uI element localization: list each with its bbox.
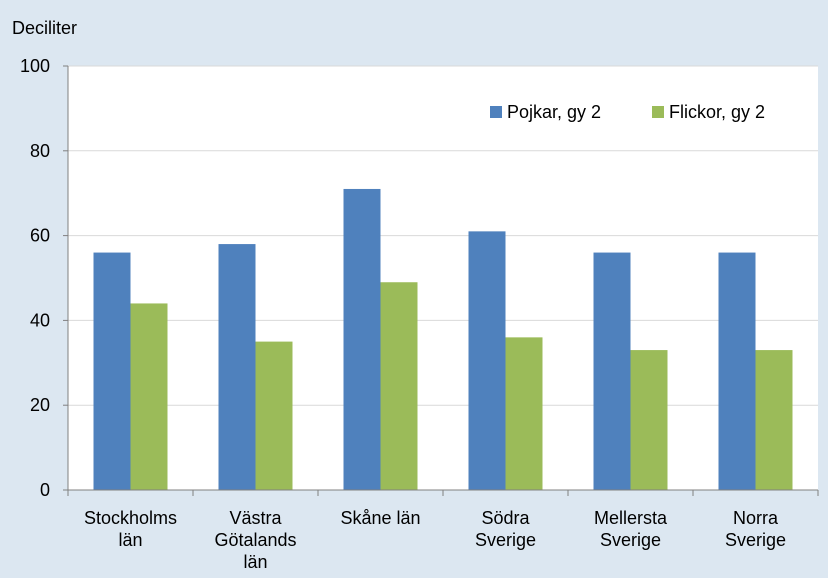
legend: Pojkar, gy 2 Flickor, gy 2 <box>490 102 765 122</box>
x-category-label-line: Södra <box>481 508 530 528</box>
x-category-label-line: Stockholms <box>84 508 177 528</box>
bar-series2 <box>755 350 793 490</box>
x-category-label: Södra Sverige <box>475 508 536 550</box>
bar-series1 <box>718 252 756 490</box>
x-category-label-line: Sverige <box>475 530 536 550</box>
bar-series2 <box>255 341 293 490</box>
x-category-label: Västra Götalands län <box>214 508 296 572</box>
legend-label: Pojkar, gy 2 <box>507 102 601 122</box>
legend-swatch <box>490 106 502 118</box>
bar-series2 <box>505 337 543 490</box>
x-category-label-line: Norra <box>733 508 779 528</box>
legend-label: Flickor, gy 2 <box>669 102 765 122</box>
x-category-label-line: län <box>243 552 267 572</box>
y-tick-label: 0 <box>40 480 50 500</box>
x-category-label-line: Sverige <box>725 530 786 550</box>
x-category-label-line: Mellersta <box>594 508 668 528</box>
bar-series1 <box>593 252 631 490</box>
x-category-label-line: Skåne län <box>340 508 420 528</box>
y-tick-label: 60 <box>30 226 50 246</box>
plot-area <box>68 66 818 490</box>
y-tick-label: 20 <box>30 395 50 415</box>
y-tick-label: 80 <box>30 141 50 161</box>
bar-series2 <box>380 282 418 490</box>
bar-series1 <box>343 188 381 490</box>
x-category-label-line: Götalands <box>214 530 296 550</box>
x-category-label: Mellersta Sverige <box>594 508 668 550</box>
x-category-label: Skåne län <box>340 508 420 528</box>
x-category-label-line: Västra <box>229 508 282 528</box>
bar-series2 <box>630 350 668 490</box>
x-category-label: Stockholms län <box>84 508 177 550</box>
bar-series1 <box>468 231 506 491</box>
bar-series1 <box>218 244 256 490</box>
x-category-label: Norra Sverige <box>725 508 786 550</box>
bar-series1 <box>93 252 131 490</box>
x-category-label-line: län <box>118 530 142 550</box>
legend-swatch <box>652 106 664 118</box>
axes <box>63 65 819 496</box>
gridlines <box>68 65 818 406</box>
bars <box>93 188 793 491</box>
x-category-label-line: Sverige <box>600 530 661 550</box>
y-tick-label: 40 <box>30 310 50 330</box>
y-tick-labels: 0 20 40 60 80 100 <box>20 56 50 500</box>
y-tick-label: 100 <box>20 56 50 76</box>
y-axis-label: Deciliter <box>12 18 77 38</box>
bar-series2 <box>130 303 168 490</box>
